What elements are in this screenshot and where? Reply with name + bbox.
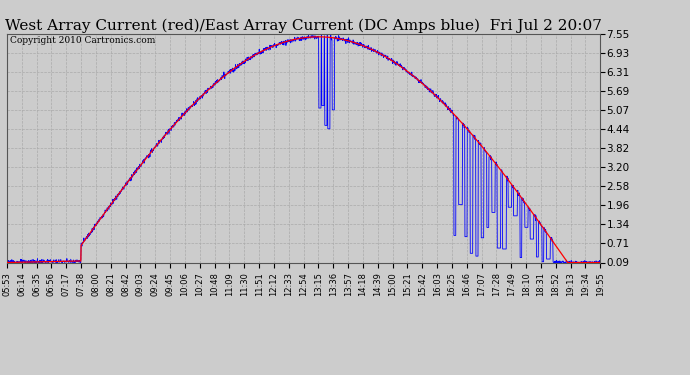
Text: Copyright 2010 Cartronics.com: Copyright 2010 Cartronics.com: [10, 36, 155, 45]
Title: West Array Current (red)/East Array Current (DC Amps blue)  Fri Jul 2 20:07: West Array Current (red)/East Array Curr…: [5, 18, 602, 33]
